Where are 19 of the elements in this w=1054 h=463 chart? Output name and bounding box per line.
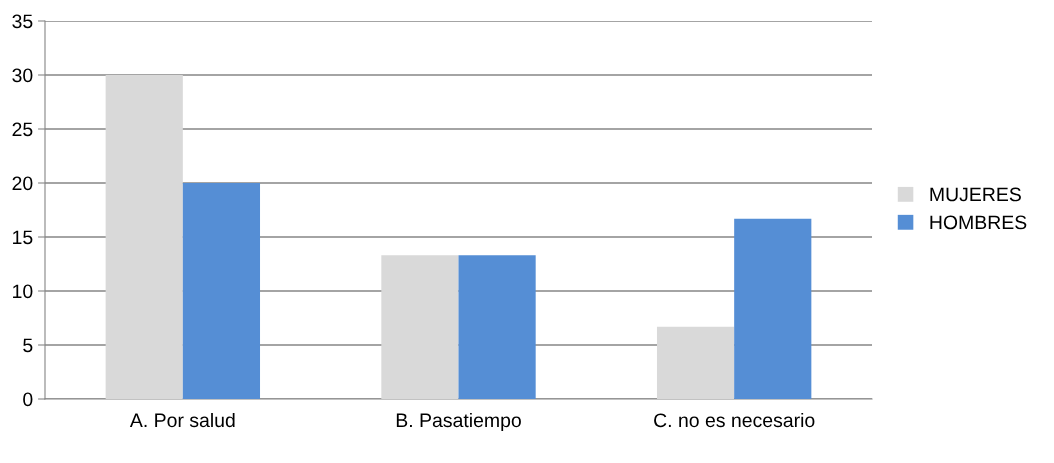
x-tick-label: A. Por salud (129, 412, 235, 428)
y-tick-label: 0 (23, 392, 33, 407)
y-tick-label: 5 (23, 338, 33, 353)
y-tick-label: 35 (12, 14, 33, 29)
y-tick-label: 30 (12, 68, 33, 83)
y-tick-label: 15 (13, 230, 33, 245)
bar (105, 75, 183, 399)
x-tick-label: C. no es necesario (654, 412, 815, 428)
x-tick-label: B. Pasatiempo (396, 412, 521, 432)
legend-label: MUJERES (930, 187, 1021, 202)
bar (458, 255, 536, 399)
y-tick-label: 25 (12, 122, 33, 137)
y-tick-label: 20 (12, 176, 33, 191)
bar (381, 255, 459, 399)
bar (656, 326, 735, 399)
bar (734, 218, 812, 399)
legend-label: HOMBRES (930, 215, 1027, 230)
bar (182, 183, 261, 399)
y-tick-label: 10 (13, 284, 33, 299)
